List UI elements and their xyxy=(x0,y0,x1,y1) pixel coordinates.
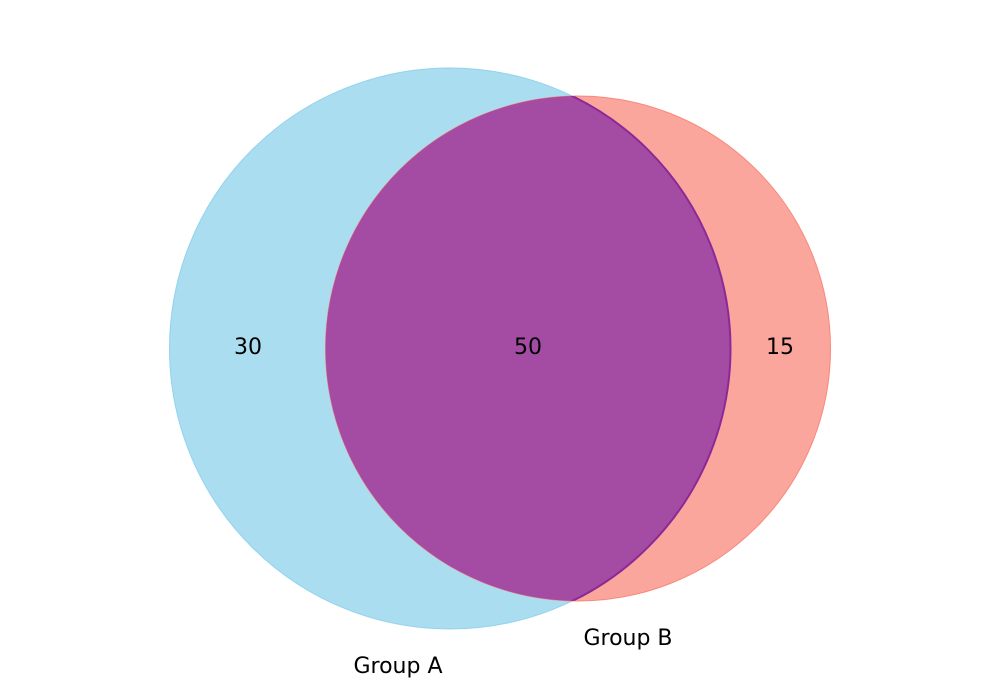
set-b-label: Group B xyxy=(583,626,672,651)
b-only-count: 15 xyxy=(766,335,794,360)
intersection-count: 50 xyxy=(514,335,542,360)
intersection-region xyxy=(325,96,732,601)
set-a-label: Group A xyxy=(353,654,442,679)
a-only-count: 30 xyxy=(234,335,262,360)
